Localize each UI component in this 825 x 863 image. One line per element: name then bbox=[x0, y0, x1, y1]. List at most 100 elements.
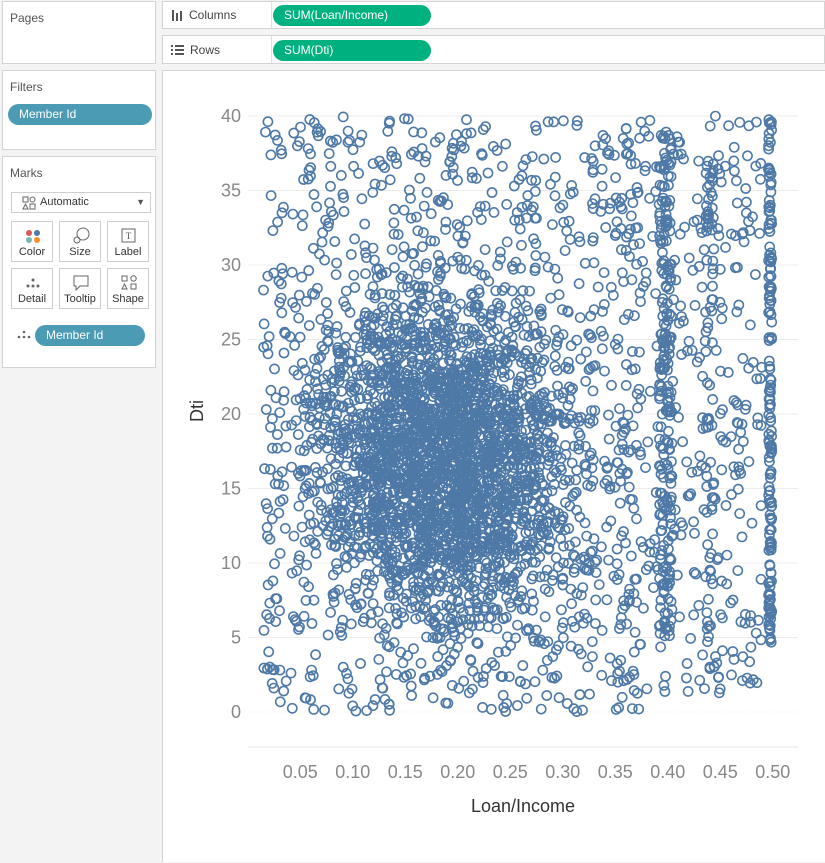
filter-pill-member-id[interactable]: Member Id bbox=[8, 104, 152, 125]
scatter-point bbox=[544, 536, 556, 548]
scatter-point bbox=[369, 433, 381, 445]
scatter-point bbox=[432, 651, 444, 662]
scatter-point bbox=[515, 462, 527, 474]
scatter-point bbox=[482, 352, 493, 364]
scatter-point bbox=[514, 223, 526, 235]
scatter-point bbox=[631, 258, 642, 270]
scatter-point bbox=[631, 187, 643, 199]
shape-button[interactable]: Shape bbox=[107, 268, 149, 309]
scatter-point bbox=[446, 410, 458, 421]
scatter-point bbox=[439, 291, 451, 302]
scatter-point bbox=[701, 623, 713, 635]
scatter-point bbox=[618, 418, 630, 429]
scatter-point bbox=[406, 446, 418, 457]
scatter-point bbox=[485, 432, 497, 444]
scatter-point bbox=[654, 161, 665, 173]
scatter-point bbox=[411, 423, 423, 435]
mark-type-dropdown[interactable]: Automatic ▼ bbox=[11, 192, 151, 213]
scatter-point bbox=[582, 661, 594, 673]
scatter-point bbox=[421, 578, 433, 589]
scatter-point bbox=[589, 618, 601, 629]
scatter-point bbox=[763, 281, 775, 293]
scatter-point bbox=[520, 154, 532, 165]
scatter-point bbox=[700, 346, 712, 357]
scatter-point bbox=[526, 151, 538, 162]
scatter-point bbox=[294, 550, 305, 562]
scatter-point bbox=[579, 257, 591, 269]
scatter-point bbox=[287, 208, 299, 220]
scatter-point bbox=[714, 263, 726, 275]
scatter-point bbox=[643, 560, 655, 572]
label-button[interactable]: T Label bbox=[107, 221, 149, 262]
scatter-point bbox=[359, 316, 371, 328]
color-button[interactable]: Color bbox=[11, 221, 53, 262]
y-tick-label: 40 bbox=[221, 106, 241, 126]
scatter-point bbox=[588, 304, 600, 315]
scatter-point bbox=[345, 249, 357, 260]
scatter-point bbox=[483, 418, 495, 429]
scatter-point bbox=[553, 692, 565, 704]
scatter-point bbox=[479, 244, 491, 255]
tooltip-button[interactable]: Tooltip bbox=[59, 268, 101, 309]
scatter-point bbox=[633, 383, 645, 395]
scatter-point bbox=[323, 217, 335, 229]
scatter-point bbox=[734, 508, 746, 519]
scatter-point bbox=[454, 221, 466, 233]
scatter-point bbox=[551, 450, 563, 462]
scatter-point bbox=[335, 622, 347, 633]
scatter-point bbox=[267, 442, 278, 454]
scatter-point bbox=[615, 654, 627, 666]
scatter-point bbox=[477, 124, 489, 135]
scatter-point bbox=[563, 381, 575, 393]
scatter-point bbox=[650, 487, 662, 498]
scatter-point bbox=[697, 370, 708, 382]
columns-pill[interactable]: SUM(Loan/Income) bbox=[273, 5, 431, 26]
scatter-point bbox=[465, 654, 476, 665]
scatter-point bbox=[406, 690, 417, 701]
scatter-point bbox=[609, 338, 621, 350]
scatter-point bbox=[430, 521, 442, 533]
scatter-point bbox=[298, 390, 310, 402]
scatter-point bbox=[659, 195, 671, 207]
scatter-point bbox=[355, 499, 367, 510]
scatter-point bbox=[693, 600, 705, 611]
scatter-point bbox=[440, 292, 452, 304]
size-button[interactable]: Size bbox=[59, 221, 101, 262]
scatter-point bbox=[622, 308, 634, 320]
scatter-point bbox=[535, 529, 546, 541]
scatter-point bbox=[484, 379, 496, 391]
scatter-point bbox=[391, 551, 402, 563]
detail-button[interactable]: Detail bbox=[11, 268, 53, 309]
scatter-point bbox=[579, 608, 590, 620]
scatter-point bbox=[765, 472, 776, 484]
rows-pill[interactable]: SUM(Dti) bbox=[273, 40, 431, 61]
scatter-point bbox=[451, 219, 463, 230]
scatter-point bbox=[477, 521, 489, 532]
scatter-point bbox=[461, 215, 473, 227]
scatter-point bbox=[490, 560, 501, 572]
scatter-point bbox=[495, 670, 507, 682]
scatter-point bbox=[304, 397, 316, 409]
scatter-point bbox=[625, 210, 637, 222]
y-tick-label: 5 bbox=[231, 628, 241, 648]
scatter-point bbox=[657, 443, 669, 454]
scatter-point bbox=[273, 507, 285, 519]
scatter-point bbox=[269, 363, 280, 375]
scatter-point bbox=[766, 442, 777, 454]
scatter-point bbox=[368, 478, 380, 490]
scatter-point bbox=[382, 414, 393, 426]
detail-pill-member-id[interactable]: Member Id bbox=[35, 325, 145, 346]
scatter-point bbox=[426, 373, 438, 385]
scatter-point bbox=[417, 603, 429, 615]
scatter-point bbox=[479, 200, 491, 212]
scatter-point bbox=[763, 201, 775, 213]
scatter-point bbox=[385, 356, 397, 368]
scatter-point bbox=[655, 129, 667, 141]
scatter-point bbox=[755, 500, 767, 511]
scatter-point bbox=[428, 606, 440, 617]
scatter-point bbox=[458, 142, 470, 154]
scatter-point bbox=[568, 488, 580, 499]
scatter-point bbox=[325, 180, 336, 192]
scatter-point bbox=[478, 502, 489, 514]
